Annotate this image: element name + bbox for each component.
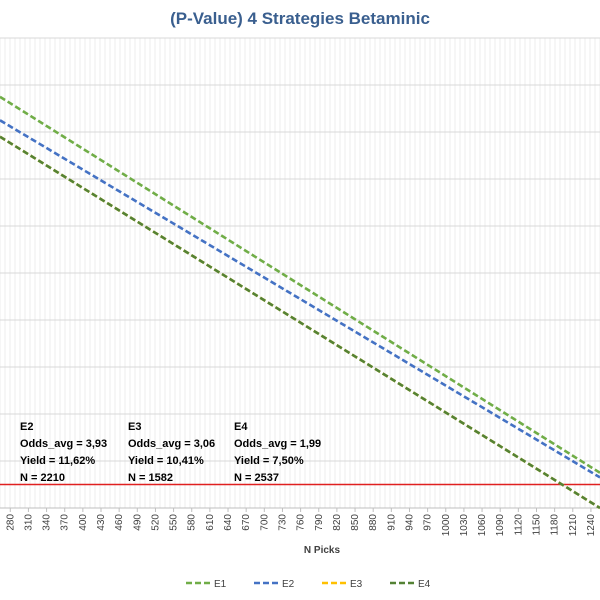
x-tick-labels: 280 310 340 370 400 430 460 490 520 550 580 610 640 6… bbox=[5, 508, 597, 536]
stat-e2-line: N = 2210 bbox=[20, 472, 65, 484]
x-tick-label: 340 bbox=[42, 514, 53, 531]
series-line-e2 bbox=[0, 119, 600, 479]
x-tick-label: 1000 bbox=[441, 514, 452, 537]
x-tick-label: 1240 bbox=[586, 514, 597, 537]
stat-e3-line: Odds_avg = 3,06 bbox=[128, 438, 215, 450]
x-tick-label: 640 bbox=[223, 514, 234, 531]
series-line-e1 bbox=[0, 95, 600, 474]
stat-e3-line: N = 1582 bbox=[128, 472, 173, 484]
stat-e4-line: E4 bbox=[234, 421, 248, 433]
legend-label-e1: E1 bbox=[214, 579, 227, 590]
stat-e3-line: Yield = 10,41% bbox=[128, 455, 204, 467]
legend-label-e2: E2 bbox=[282, 579, 295, 590]
x-tick-label: 370 bbox=[60, 514, 71, 531]
chart-title: (P-Value) 4 Strategies Betaminic bbox=[170, 9, 430, 28]
x-tick-label: 460 bbox=[114, 514, 125, 531]
stat-e3-line: E3 bbox=[128, 421, 141, 433]
series-lines bbox=[0, 95, 600, 510]
stats-annotations: E2 Odds_avg = 3,93 Yield = 11,62% N = 2210 E… bbox=[20, 421, 321, 484]
x-tick-label: 910 bbox=[386, 514, 397, 531]
gridlines bbox=[0, 37, 600, 509]
x-tick-label: 1120 bbox=[513, 514, 524, 536]
x-tick-label: 430 bbox=[96, 514, 107, 531]
x-tick-label: 820 bbox=[332, 514, 343, 531]
x-tick-label: 1150 bbox=[531, 514, 542, 536]
x-tick-label: 1060 bbox=[477, 514, 488, 537]
x-tick-label: 580 bbox=[187, 514, 198, 531]
x-tick-label: 1030 bbox=[459, 514, 470, 537]
x-tick-label: 970 bbox=[423, 514, 434, 531]
x-tick-label: 730 bbox=[277, 514, 288, 531]
x-tick-label: 850 bbox=[350, 514, 361, 531]
x-tick-label: 400 bbox=[78, 514, 89, 531]
x-axis-label: N Picks bbox=[304, 545, 341, 556]
x-tick-label: 880 bbox=[368, 514, 379, 531]
series-line-e4 bbox=[0, 135, 600, 510]
legend-label-e4: E4 bbox=[418, 579, 431, 590]
x-tick-label: 1210 bbox=[568, 514, 579, 537]
x-tick-label: 760 bbox=[296, 514, 307, 531]
x-tick-label: 940 bbox=[404, 514, 415, 531]
x-tick-label: 490 bbox=[132, 514, 143, 531]
legend-label-e3: E3 bbox=[350, 579, 363, 590]
x-tick-label: 550 bbox=[169, 514, 180, 531]
x-tick-label: 280 bbox=[5, 514, 16, 531]
x-tick-label: 700 bbox=[259, 514, 270, 531]
x-tick-label: 520 bbox=[150, 514, 161, 531]
x-tick-label: 1090 bbox=[495, 514, 506, 537]
stat-e4-line: Odds_avg = 1,99 bbox=[234, 438, 321, 450]
legend: E1 E2 E3 E4 bbox=[186, 579, 431, 590]
stat-e4-line: Yield = 7,50% bbox=[234, 455, 304, 467]
stat-e2-line: Yield = 11,62% bbox=[20, 455, 95, 467]
stat-e4-line: N = 2537 bbox=[234, 472, 279, 484]
x-tick-label: 790 bbox=[314, 514, 325, 531]
x-tick-label: 310 bbox=[23, 514, 34, 531]
x-tick-label: 1180 bbox=[550, 514, 561, 536]
stat-e2-line: E2 bbox=[20, 421, 33, 433]
x-tick-label: 610 bbox=[205, 514, 216, 531]
x-tick-label: 670 bbox=[241, 514, 252, 531]
stat-e2-line: Odds_avg = 3,93 bbox=[20, 438, 107, 450]
